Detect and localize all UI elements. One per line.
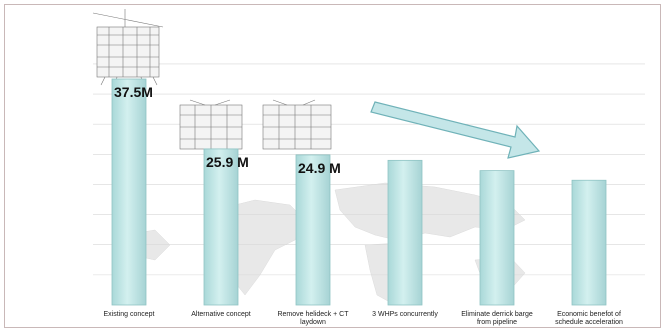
data-label: 37.5M xyxy=(114,84,153,100)
bars xyxy=(111,78,607,306)
trend-arrow xyxy=(370,101,541,159)
bar xyxy=(479,170,515,306)
platform-sketch-helideck xyxy=(262,99,332,150)
bar xyxy=(295,154,331,306)
data-label: 25.9 M xyxy=(206,154,249,170)
category-label: Alternative concept xyxy=(191,311,251,318)
slide-frame: 37.5M 25.9 M 24.9 M Existing concept Altern… xyxy=(4,4,661,328)
category-label: Eliminate derrick barge from pipeline xyxy=(461,311,533,326)
bar xyxy=(203,148,239,306)
category-label: Existing concept xyxy=(104,311,155,318)
bar xyxy=(387,159,423,306)
bar xyxy=(571,179,607,306)
category-label: Economic benefot of schedule acceleration xyxy=(555,311,623,326)
category-label: Remove helideck + CT laydown xyxy=(277,311,349,326)
category-labels: Existing concept Alternative concept Remov… xyxy=(104,311,623,326)
data-labels: 37.5M 25.9 M 24.9 M xyxy=(114,84,341,176)
bar-chart: 37.5M 25.9 M 24.9 M Existing concept Altern… xyxy=(92,9,645,326)
category-label: 3 WHPs concurrently xyxy=(372,311,438,318)
data-label: 24.9 M xyxy=(298,160,341,176)
platform-sketch-alternative xyxy=(179,99,243,150)
platform-sketch-existing xyxy=(92,9,164,86)
bar xyxy=(111,78,147,306)
gridlines xyxy=(93,63,645,276)
